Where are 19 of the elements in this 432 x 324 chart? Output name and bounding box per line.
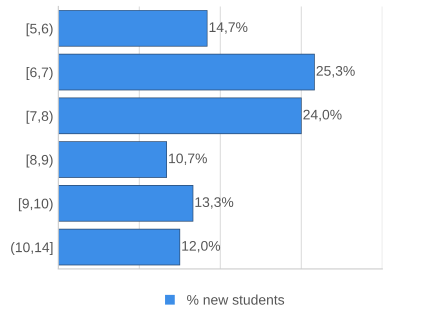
- y-tick-label: [5,6): [26, 23, 53, 36]
- bar: [58, 185, 194, 222]
- bar: [58, 10, 208, 47]
- y-tick-label: [9,10): [18, 198, 53, 212]
- y-tick-label: [7,8): [26, 110, 53, 124]
- legend-label: % new students: [187, 294, 284, 305]
- bar: [58, 54, 315, 90]
- y-tick-label: (10,14]: [11, 242, 52, 255]
- y-tick-label: [6,7): [26, 67, 53, 80]
- data-label: 12,0%: [182, 240, 220, 252]
- bar: [58, 98, 302, 134]
- y-tick-label: [8,9): [26, 154, 53, 168]
- data-label: 10,7%: [169, 153, 207, 165]
- data-label: 24,0%: [303, 110, 342, 122]
- data-label: 14,7%: [210, 22, 248, 34]
- data-label: 13,3%: [195, 197, 234, 209]
- bar: [58, 141, 168, 178]
- bar: [58, 228, 180, 266]
- data-label: 25,3%: [316, 66, 355, 78]
